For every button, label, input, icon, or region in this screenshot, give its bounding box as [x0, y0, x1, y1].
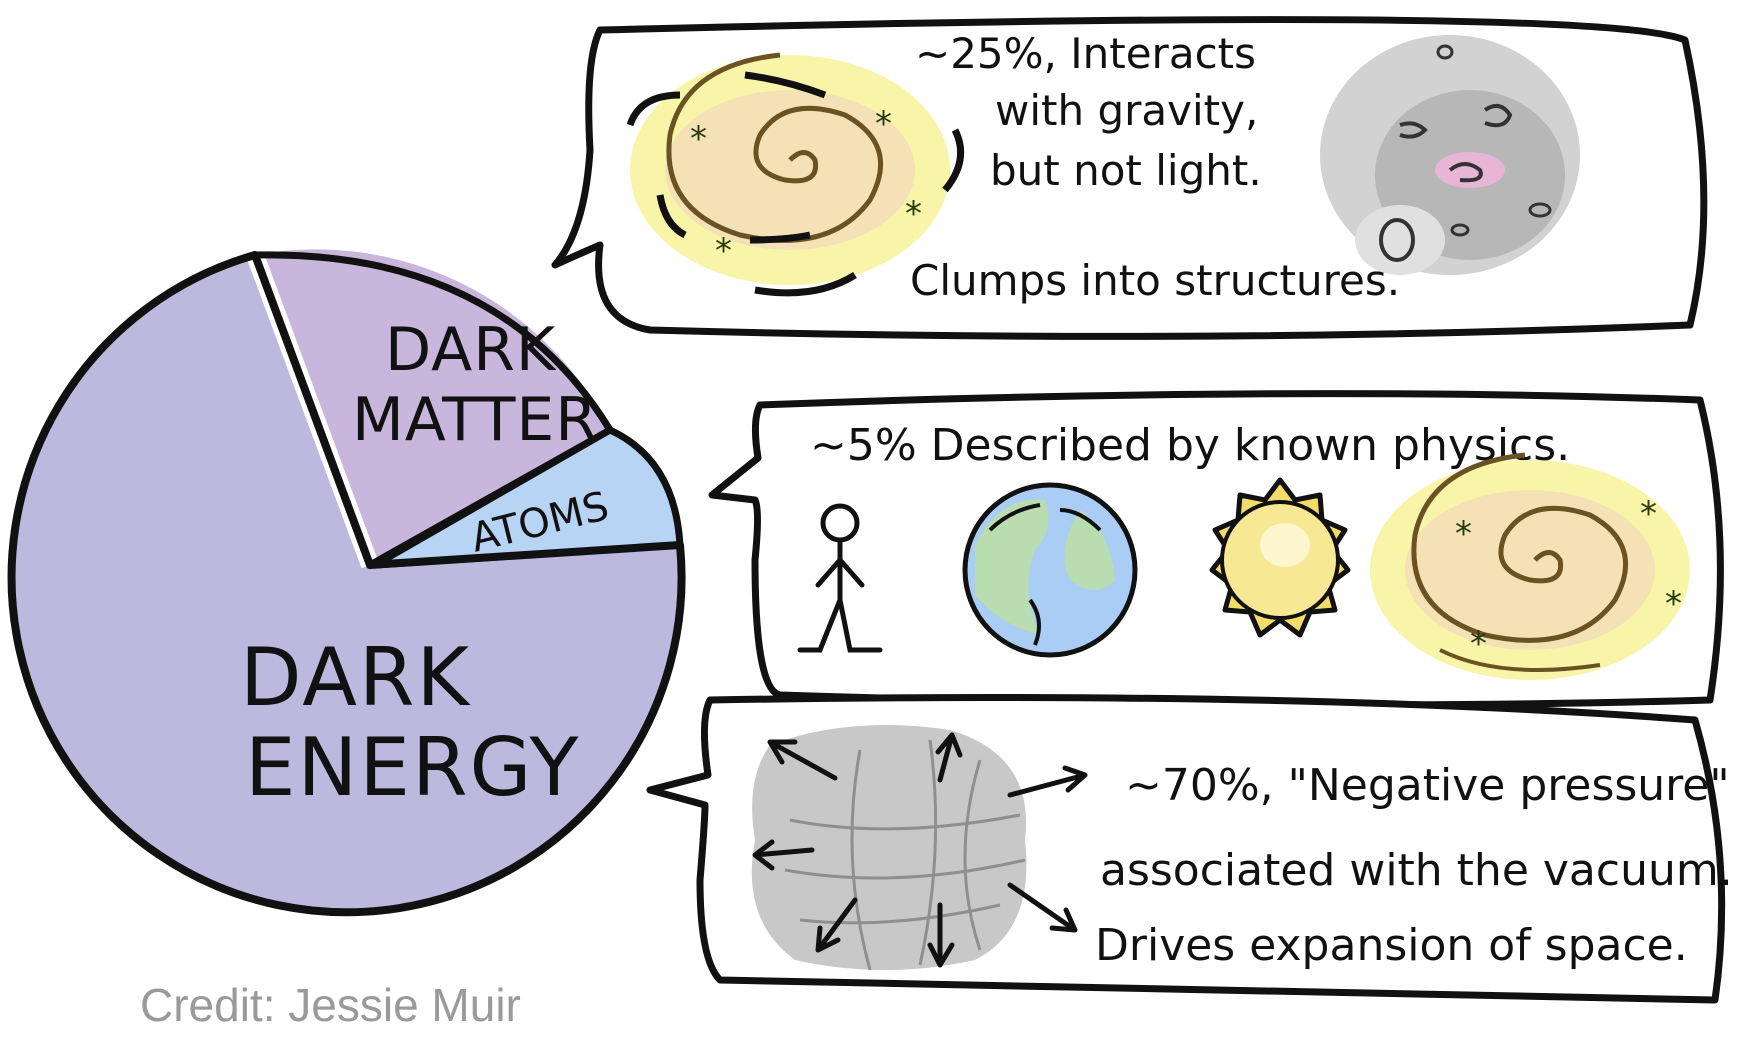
- dark-matter-note: Clumps into structures.: [910, 256, 1400, 305]
- pie-label-dark-matter: DARK MATTER: [352, 315, 598, 455]
- stick-figure-icon: [797, 503, 883, 653]
- spiral-galaxy-icon: * * * *: [626, 52, 965, 297]
- composition-pie: DARK MATTER ATOMS DARK ENERGY: [7, 249, 686, 917]
- svg-text:*: *: [715, 231, 732, 271]
- atoms-bubble: ~5% Described by known physics. * * * *: [708, 390, 1724, 709]
- expanding-space-icon: [751, 725, 1088, 971]
- pie-slice-dark-energy: [11, 255, 682, 913]
- atoms-description: ~5% Described by known physics.: [810, 420, 1570, 471]
- dark-energy-bubble: ~70%, "Negative pressure" associated wit…: [646, 694, 1742, 1004]
- svg-text:*: *: [1640, 494, 1657, 534]
- svg-text:*: *: [1455, 514, 1472, 554]
- pie-label-dark-energy: DARK ENERGY: [240, 631, 580, 814]
- svg-text:*: *: [690, 119, 707, 159]
- dark-energy-description: ~70%, "Negative pressure" associated wit…: [1095, 760, 1742, 971]
- svg-text:*: *: [1470, 624, 1487, 664]
- pie-slice-atoms: [370, 430, 680, 565]
- dark-matter-description: ~25%, Interacts with gravity, but not li…: [915, 29, 1272, 195]
- credit-caption: Credit: Jessie Muir: [140, 979, 521, 1031]
- galaxy-cluster-icon: [1320, 35, 1580, 275]
- spiral-galaxy-icon: * * * *: [1370, 452, 1690, 680]
- dark-matter-bubble: * * * * ~25%, Interacts with gravity, bu…: [551, 16, 1708, 340]
- sun-icon: [1209, 477, 1351, 638]
- svg-text:*: *: [1665, 584, 1682, 624]
- svg-text:*: *: [875, 104, 892, 144]
- earth-icon: [962, 482, 1138, 658]
- svg-text:*: *: [905, 194, 922, 234]
